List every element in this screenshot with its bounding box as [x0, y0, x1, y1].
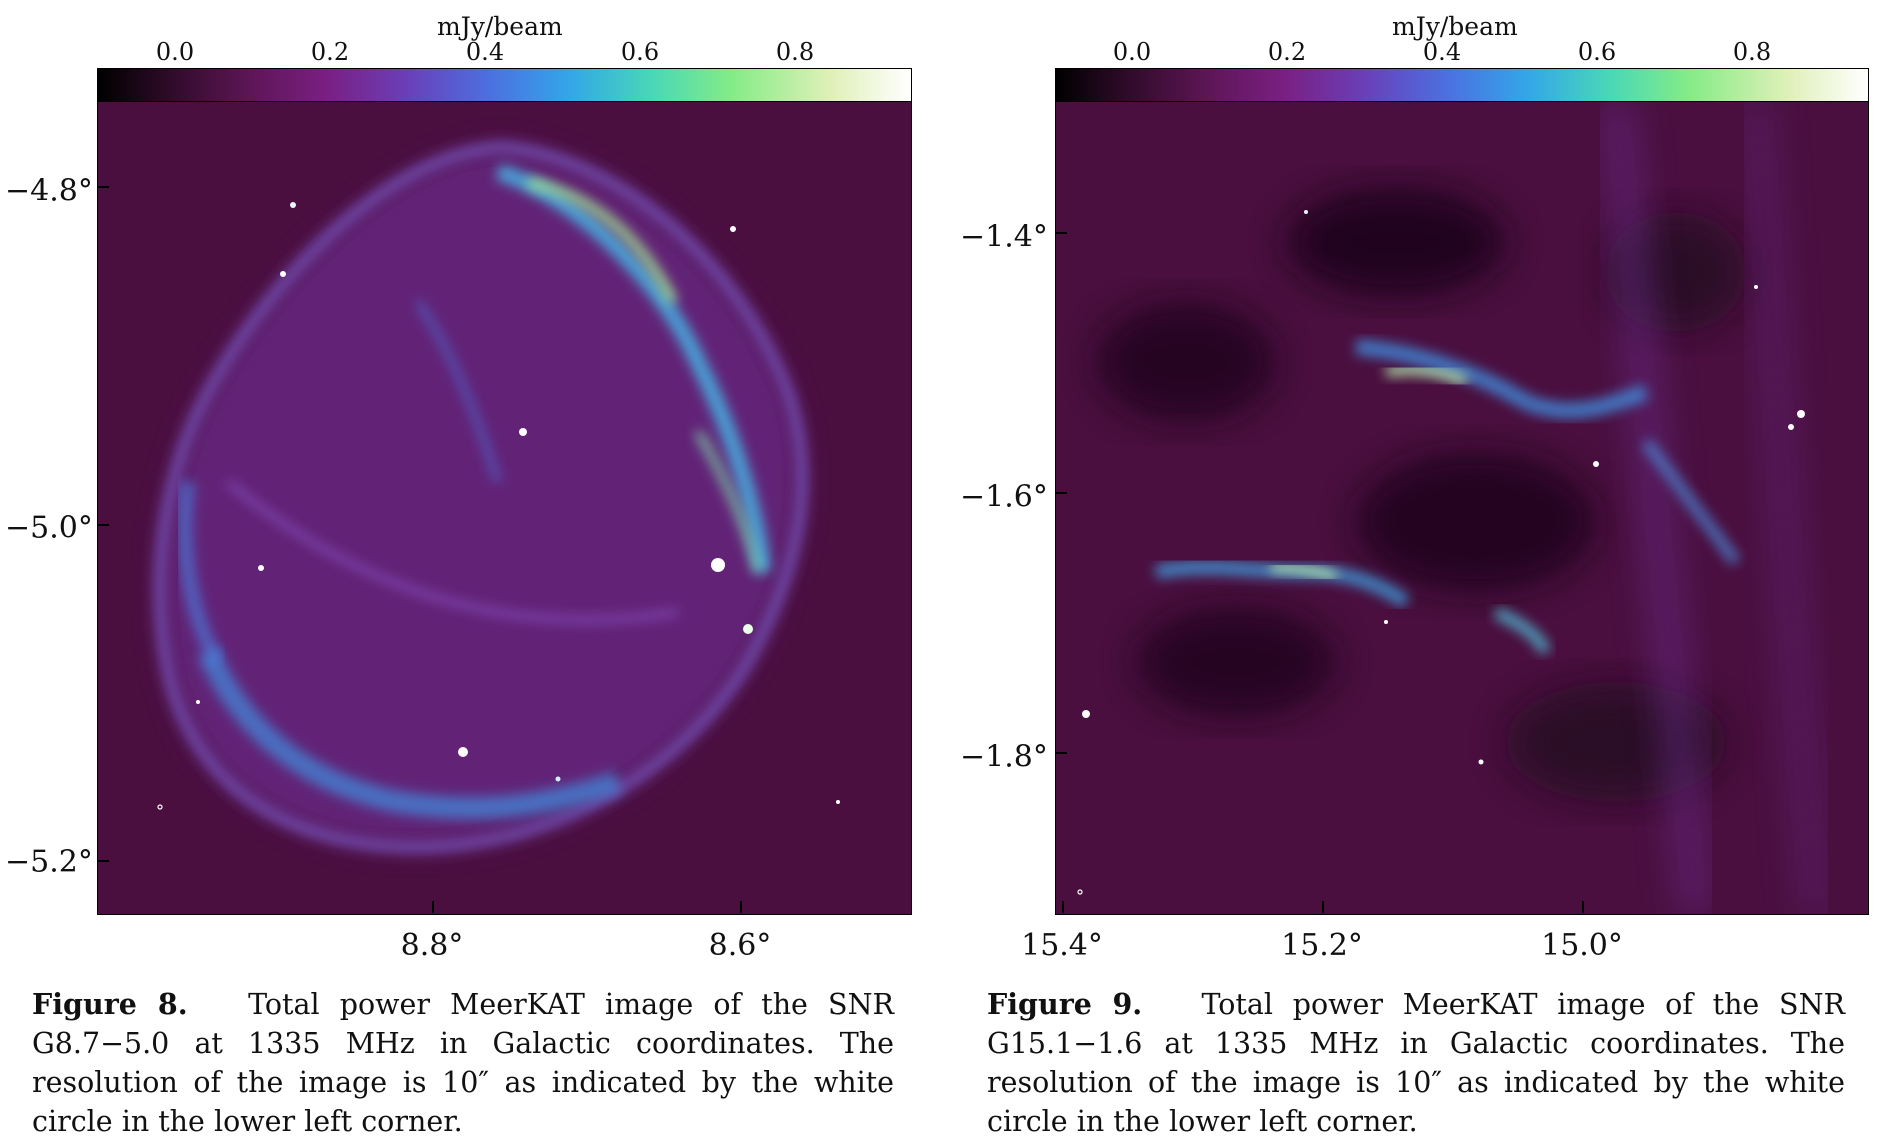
- x-tick-mark: [1582, 901, 1584, 913]
- y-tick-label: −5.0°: [5, 510, 93, 546]
- radio-image-g15.1: [1056, 102, 1868, 914]
- colorbar-tick: 0.4: [465, 38, 505, 66]
- remnant-shell: [159, 147, 803, 848]
- x-tick-label: 8.8°: [400, 928, 464, 963]
- x-tick-mark: [740, 901, 742, 913]
- x-tick-label: 8.6°: [708, 928, 772, 963]
- figure-number: Figure 9.: [987, 987, 1143, 1021]
- x-tick-mark: [1322, 901, 1324, 913]
- bright-filament: [495, 164, 771, 573]
- snr-g15.1-image: [1055, 101, 1869, 915]
- y-tick-label: −1.6°: [960, 479, 1048, 515]
- colorbar: [1055, 68, 1869, 103]
- y-tick-label: −1.4°: [960, 219, 1048, 255]
- colorbar-tick: 0.6: [1577, 38, 1617, 66]
- beam-circle: [157, 804, 163, 810]
- y-tick-mark: [97, 524, 109, 526]
- figure-number: Figure 8.: [32, 987, 188, 1021]
- caption-text: Total power MeerKAT image of the SNR G15…: [987, 988, 1845, 1138]
- x-tick-mark: [1062, 901, 1064, 913]
- figure-8-caption: Figure 8. Total power MeerKAT image of t…: [32, 985, 894, 1141]
- colorbar-label: mJy/beam: [437, 12, 563, 41]
- colorbar: [97, 68, 912, 103]
- y-tick-mark: [1055, 492, 1067, 494]
- y-tick-mark: [1055, 232, 1067, 234]
- colorbar-tick: 0.2: [310, 38, 350, 66]
- y-tick-label: −1.8°: [960, 739, 1048, 775]
- x-tick-mark: [432, 901, 434, 913]
- figure-9: mJy/beam 0.0 0.2 0.4 0.6 0.8: [955, 0, 1869, 963]
- colorbar-tick: 0.8: [775, 38, 815, 66]
- y-tick-mark: [97, 186, 109, 188]
- point-source: [1797, 410, 1805, 418]
- colorbar-tick: 0.8: [1732, 38, 1772, 66]
- caption-text: Total power MeerKAT image of the SNR G8.…: [32, 988, 894, 1138]
- colorbar-label: mJy/beam: [1392, 12, 1518, 41]
- colorbar-tick: 0.0: [1112, 38, 1152, 66]
- y-tick-mark: [97, 860, 109, 862]
- colorbar-tick: 0.4: [1422, 38, 1462, 66]
- snr-g8.7-image: [97, 101, 912, 915]
- y-tick-label: −5.2°: [5, 844, 93, 880]
- point-source: [711, 558, 725, 572]
- figure-8: mJy/beam 0.0 0.2 0.4 0.6 0.8: [0, 0, 912, 963]
- x-tick-label: 15.0°: [1541, 928, 1623, 963]
- y-tick-mark: [1055, 752, 1067, 754]
- colorbar-tick: 0.6: [620, 38, 660, 66]
- x-tick-label: 15.2°: [1281, 928, 1363, 963]
- radio-image-g8.7: [98, 102, 911, 914]
- colorbar-tick: 0.0: [155, 38, 195, 66]
- y-tick-label: −4.8°: [5, 173, 93, 209]
- colorbar-tick: 0.2: [1267, 38, 1307, 66]
- x-tick-label: 15.4°: [1021, 928, 1103, 963]
- figure-9-caption: Figure 9. Total power MeerKAT image of t…: [987, 985, 1845, 1141]
- beam-circle: [1077, 889, 1083, 895]
- bright-filament: [1355, 339, 1649, 419]
